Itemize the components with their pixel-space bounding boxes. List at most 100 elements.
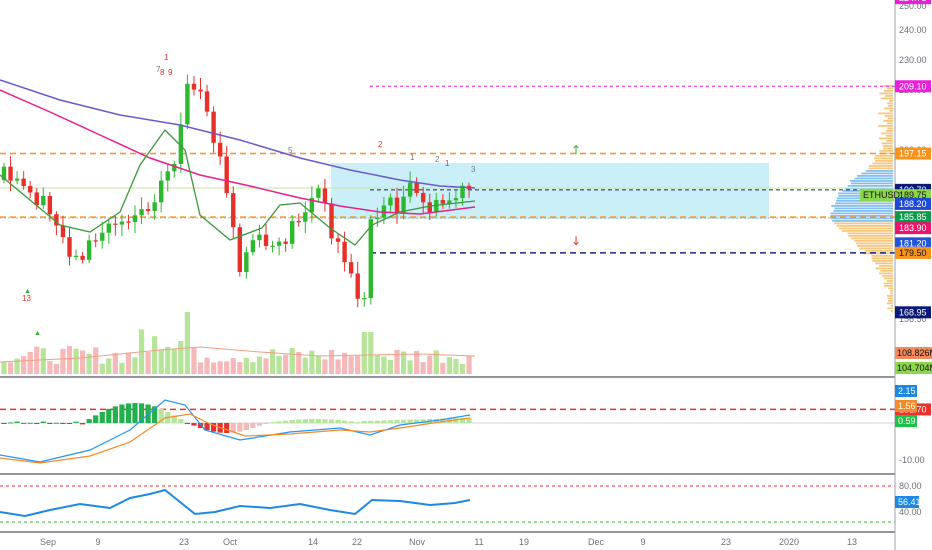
candle[interactable]	[276, 241, 282, 246]
candle[interactable]	[394, 197, 400, 213]
candle[interactable]	[348, 262, 354, 274]
candle[interactable]	[139, 209, 144, 216]
candle[interactable]	[159, 180, 164, 203]
candle[interactable]	[132, 215, 138, 222]
volume-ma-line	[0, 346, 476, 363]
candle[interactable]	[41, 196, 46, 206]
candle[interactable]	[283, 241, 288, 244]
volume-profile-bar	[890, 305, 893, 307]
volume-profile-bar	[872, 162, 893, 165]
candle[interactable]	[290, 221, 295, 244]
macd-histogram-bar	[132, 403, 138, 423]
candle[interactable]	[427, 202, 432, 213]
candle[interactable]	[263, 234, 269, 246]
candle[interactable]	[270, 245, 275, 247]
candle[interactable]	[211, 111, 216, 143]
candle[interactable]	[93, 240, 98, 242]
up-arrow-icon: ↑	[571, 143, 581, 157]
candle[interactable]	[165, 171, 170, 181]
candle[interactable]	[342, 241, 347, 263]
candle[interactable]	[244, 252, 249, 272]
candle[interactable]	[8, 166, 13, 181]
candle[interactable]	[335, 238, 341, 242]
time-axis-tick: 9	[95, 537, 100, 547]
candle[interactable]	[47, 196, 53, 215]
candle[interactable]	[401, 196, 406, 213]
candle[interactable]	[296, 221, 301, 223]
candle[interactable]	[152, 202, 157, 211]
candle[interactable]	[21, 178, 26, 187]
candle[interactable]	[178, 124, 184, 164]
candle[interactable]	[421, 192, 426, 203]
candle[interactable]	[126, 221, 131, 223]
price-label-text: 224.75	[899, 0, 927, 3]
candle[interactable]	[407, 182, 413, 197]
candle[interactable]	[447, 200, 452, 204]
volume-profile-bar	[861, 172, 893, 175]
volume-bar	[250, 362, 256, 374]
candle[interactable]	[145, 209, 151, 211]
candle[interactable]	[172, 163, 177, 172]
candle[interactable]	[80, 255, 85, 260]
price-label-text: 168.95	[899, 307, 927, 317]
price-axis-tick: 156.50	[899, 314, 927, 324]
rsi-axis-tick: 40.00	[899, 507, 922, 517]
candle[interactable]	[355, 273, 360, 299]
candle[interactable]	[185, 83, 190, 125]
candle[interactable]	[204, 91, 210, 112]
volume-profile-bar	[888, 287, 893, 290]
volume-profile-bar	[875, 155, 893, 157]
candle[interactable]	[231, 193, 236, 228]
candle[interactable]	[257, 234, 262, 241]
candle[interactable]	[453, 198, 459, 201]
macd-pane[interactable]	[0, 399, 895, 464]
candle[interactable]	[460, 185, 465, 199]
candle[interactable]	[303, 212, 308, 222]
time-axis[interactable]: Sep 9 23 Oct 14 22 Nov 11 19 Dec 9 23 2020 13	[40, 537, 857, 547]
candle[interactable]	[198, 89, 203, 92]
candle[interactable]	[60, 225, 66, 238]
price-label-text: 179.50	[899, 248, 927, 258]
candle[interactable]	[375, 217, 380, 220]
candle[interactable]	[28, 186, 33, 193]
volume-profile-bar	[882, 275, 893, 277]
candle[interactable]	[414, 182, 419, 193]
candle[interactable]	[329, 203, 334, 239]
candle[interactable]	[250, 240, 256, 253]
candle[interactable]	[237, 227, 242, 272]
volume-bar	[86, 353, 92, 374]
candle[interactable]	[14, 178, 20, 181]
candle[interactable]	[316, 188, 321, 198]
volume-bar	[276, 355, 282, 374]
candle[interactable]	[368, 219, 373, 298]
candle[interactable]	[381, 205, 387, 218]
candle[interactable]	[1, 166, 7, 180]
candle[interactable]	[73, 255, 79, 258]
candle[interactable]	[388, 197, 393, 206]
candle[interactable]	[191, 83, 197, 90]
rsi-pane[interactable]	[0, 485, 895, 523]
candle[interactable]	[54, 214, 59, 226]
candle[interactable]	[362, 298, 367, 300]
macd-histogram-bar	[459, 418, 466, 423]
candle[interactable]	[67, 237, 72, 257]
candle[interactable]	[224, 156, 229, 194]
volume-bar	[387, 359, 394, 374]
volume-bar	[73, 348, 79, 374]
candle[interactable]	[440, 199, 446, 204]
macd-histogram-bar	[335, 420, 341, 423]
candle[interactable]	[34, 192, 39, 206]
candle[interactable]	[86, 240, 92, 260]
volume-bar	[269, 349, 276, 374]
candle[interactable]	[217, 142, 223, 157]
candle[interactable]	[100, 232, 105, 241]
candle[interactable]	[119, 221, 125, 225]
candle[interactable]	[434, 199, 439, 213]
candle[interactable]	[106, 223, 111, 233]
candle[interactable]	[322, 188, 328, 204]
candle[interactable]	[309, 197, 315, 213]
volume-profile-bar	[885, 95, 893, 97]
candle[interactable]	[113, 223, 118, 225]
